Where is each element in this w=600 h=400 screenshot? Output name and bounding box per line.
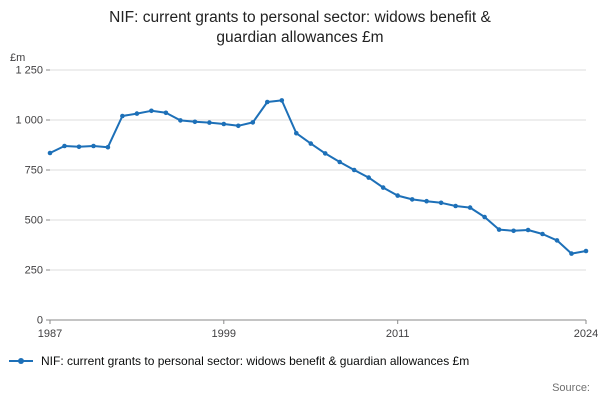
- legend-marker-icon: [9, 358, 33, 365]
- chart-title-line-1: NIF: current grants to personal sector: …: [109, 9, 491, 26]
- svg-text:250: 250: [25, 265, 43, 277]
- line-chart: 0 250 500 750 1 000 1 250 1987 1999 2011 2024 £m: [10, 52, 598, 340]
- y-unit-label: £m: [10, 52, 25, 64]
- svg-text:1 250: 1 250: [15, 65, 43, 77]
- svg-text:0: 0: [37, 315, 43, 327]
- series-line: [49, 99, 587, 255]
- series-markers: [47, 98, 589, 257]
- svg-text:1987: 1987: [38, 328, 62, 340]
- svg-text:750: 750: [25, 165, 43, 177]
- legend-label: NIF: current grants to personal sector: …: [41, 354, 470, 369]
- y-gridlines-and-ticks: 0 250 500 750 1 000 1 250: [15, 65, 586, 327]
- chart-title-line-2: guardian allowances £m: [216, 29, 384, 47]
- svg-text:500: 500: [25, 215, 43, 227]
- x-axis: 1987 1999 2011 2024: [38, 319, 598, 340]
- svg-text:2011: 2011: [386, 328, 410, 340]
- svg-text:1 000: 1 000: [15, 115, 43, 127]
- svg-text:2024: 2024: [574, 328, 598, 340]
- legend: NIF: current grants to personal sector: …: [0, 354, 600, 368]
- source-label: Source:: [552, 382, 590, 394]
- chart-title: NIF: current grants to personal sector: …: [0, 0, 600, 48]
- svg-text:1999: 1999: [212, 328, 236, 340]
